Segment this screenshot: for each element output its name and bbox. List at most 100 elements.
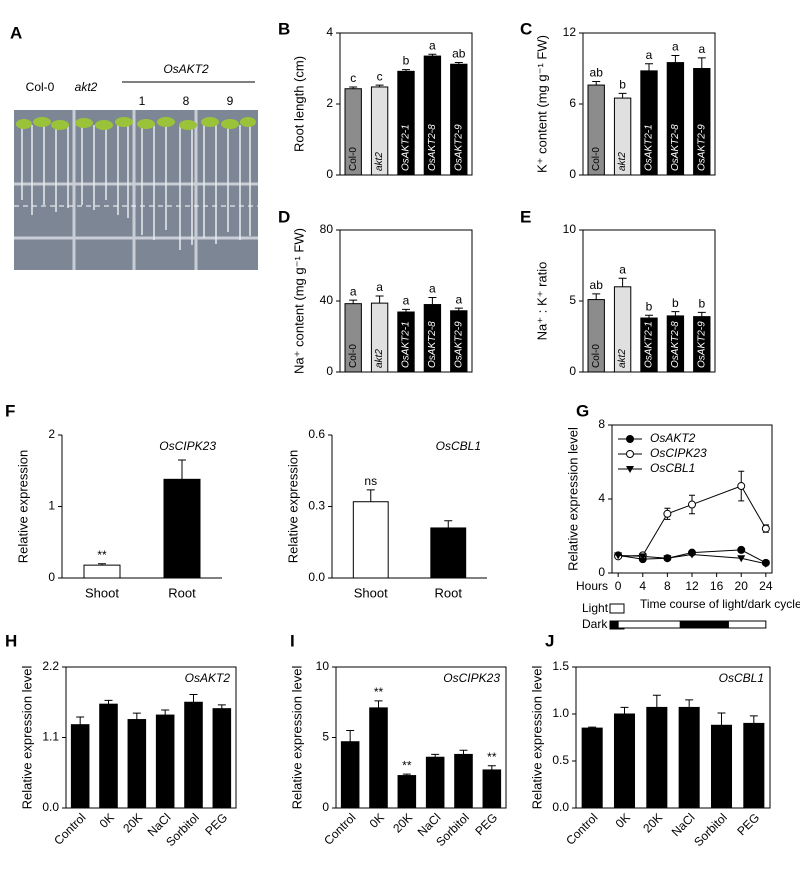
- x-tick-label: Control: [321, 810, 358, 847]
- bar: [482, 769, 502, 809]
- category-label: OsAKT2-1: [644, 124, 655, 171]
- dark-label: Dark: [582, 617, 608, 631]
- y-tick-label: 1.5: [552, 659, 569, 673]
- bar: [83, 564, 121, 579]
- bar: [155, 714, 175, 809]
- y-axis-label: Root length (cm): [291, 56, 306, 152]
- y-axis-label: Relative expression level: [19, 665, 34, 809]
- y-tick-label: 1.1: [42, 730, 59, 744]
- photo-line-label: 9: [227, 94, 234, 108]
- x-tick-label: 20: [735, 579, 749, 593]
- bar-annotation: **: [97, 548, 107, 562]
- y-axis-label: Relative expression level: [529, 665, 544, 809]
- bar-annotation: b: [403, 54, 410, 68]
- bar-annotation: a: [646, 48, 653, 62]
- bar: [163, 478, 201, 579]
- x-tick-label: 0K: [367, 810, 387, 830]
- panel-letter: I: [290, 631, 295, 650]
- bar: [710, 724, 733, 809]
- y-tick-label: 0.5: [552, 753, 569, 767]
- x-tick-label: 0: [615, 579, 622, 593]
- panel-letter: J: [545, 631, 554, 650]
- light-key: [609, 603, 625, 614]
- bar: [352, 501, 389, 579]
- bar: [70, 724, 90, 809]
- y-tick-label: 1: [48, 499, 55, 513]
- bar: [678, 706, 700, 809]
- marker: [614, 552, 623, 560]
- x-tick-label: Root: [435, 585, 463, 600]
- bar-annotation: a: [403, 294, 410, 308]
- y-tick-label: 10: [316, 659, 330, 673]
- error-bar: [402, 308, 410, 313]
- plot-title: OsCBL1: [436, 439, 481, 453]
- y-tick-label: 0.3: [308, 499, 325, 513]
- error-bar: [178, 459, 186, 480]
- error-bar: [685, 699, 694, 708]
- plot-frame: [335, 666, 507, 809]
- bar-annotation: a: [350, 284, 357, 298]
- error-bar: [459, 749, 468, 755]
- bar-annotation: b: [672, 296, 679, 310]
- y-tick-label: 2.2: [42, 659, 59, 673]
- panel-letter: G: [576, 401, 589, 420]
- plot-title: OsCBL1: [719, 671, 764, 685]
- legend-label: OsCIPK23: [650, 446, 707, 460]
- error-bar: [349, 299, 358, 304]
- error-bar: [671, 54, 680, 63]
- error-bar: [428, 53, 437, 57]
- panel-letter: F: [5, 401, 15, 420]
- y-tick-label: 12: [563, 25, 577, 39]
- panel-letter: B: [278, 19, 290, 38]
- x-tick-label: PEG: [734, 810, 762, 838]
- x-tick-label: NaCl: [669, 810, 698, 839]
- x-tick-label: Shoot: [354, 585, 388, 600]
- error-bar: [374, 700, 383, 708]
- category-label: Col-0: [591, 344, 602, 368]
- category-label: Col-0: [348, 147, 359, 171]
- category-label: OsAKT2-1: [401, 321, 412, 368]
- y-axis-label: K⁺ content (mg g⁻¹ FW): [534, 35, 549, 173]
- bar: [430, 527, 467, 579]
- bar-annotation: **: [374, 685, 384, 699]
- error-bar: [375, 295, 384, 304]
- error-bar: [618, 277, 627, 287]
- bar: [581, 727, 603, 809]
- category-label: OsAKT2-8: [427, 321, 438, 368]
- legend-marker: [626, 435, 634, 443]
- bar-annotation: ab: [452, 47, 466, 61]
- error-bar: [697, 57, 706, 69]
- category-label: OsAKT2-9: [453, 321, 464, 368]
- x-name: Hours: [576, 579, 608, 593]
- bar-annotation: a: [429, 282, 436, 296]
- x-tick-label: 16: [710, 579, 724, 593]
- error-bar: [454, 307, 463, 311]
- y-tick-label: 0.0: [308, 570, 325, 584]
- y-tick-label: 2: [48, 427, 55, 441]
- y-tick-label: 0: [598, 565, 605, 579]
- bar: [646, 706, 668, 809]
- error-bar: [618, 92, 627, 99]
- photo-label: Col-0: [26, 80, 55, 94]
- plot-title: OsCIPK23: [443, 671, 500, 685]
- y-tick-label: 0.0: [42, 800, 59, 814]
- error-bar: [349, 86, 358, 89]
- photo-group: OsAKT2: [163, 62, 209, 76]
- category-label: OsAKT2-1: [644, 321, 655, 368]
- y-tick-label: 0.6: [308, 427, 325, 441]
- bar-annotation: b: [646, 299, 653, 313]
- bar-annotation: a: [672, 40, 679, 54]
- category-label: Col-0: [348, 344, 359, 368]
- bar-annotation: a: [429, 38, 436, 52]
- error-bar: [402, 69, 410, 72]
- x-tick-label: 4: [639, 579, 646, 593]
- error-bar: [487, 765, 496, 770]
- y-tick-label: 80: [320, 222, 334, 236]
- y-tick-label: 5: [569, 293, 576, 307]
- y-tick-label: 0: [569, 364, 576, 378]
- plot-frame: [65, 666, 237, 809]
- legend-label: OsAKT2: [650, 431, 696, 445]
- error-bar: [697, 311, 706, 317]
- y-tick-label: 8: [598, 417, 605, 431]
- bar-annotation: a: [376, 280, 383, 294]
